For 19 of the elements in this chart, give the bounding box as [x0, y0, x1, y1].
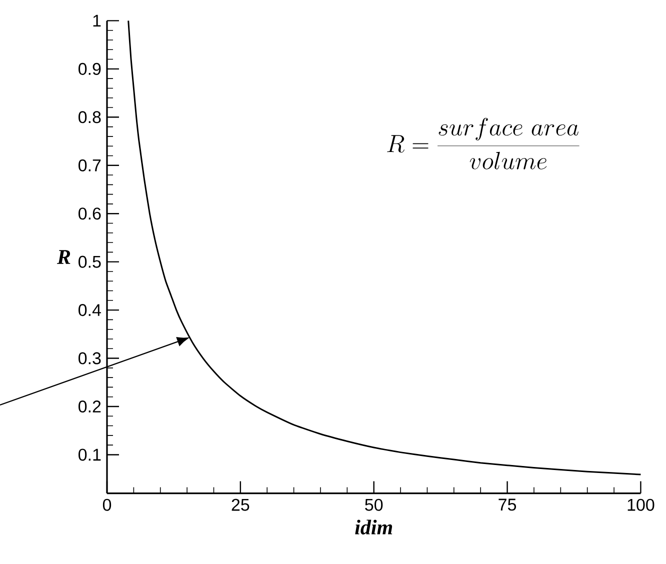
x-tick-label: 100	[628, 498, 654, 511]
annotation: $R=\frac{surface\ area}{volume}$	[387, 118, 580, 170]
line-series	[128, 20, 642, 476]
x-axis-title: idim	[355, 520, 392, 534]
x-tick-label: 75	[498, 498, 516, 511]
x-tick-label: 0	[102, 498, 112, 511]
y-tick-label: 0.1	[78, 448, 101, 461]
y-tick-label: 0.4	[78, 304, 101, 316]
y-axis-title: R	[56, 250, 70, 264]
x-tick-label: 50	[365, 498, 383, 511]
y-tick-label: 0.2	[78, 400, 101, 413]
y-tick-label: 0.5	[78, 256, 101, 268]
y-tick-label: 1	[93, 14, 101, 27]
y-tick-label: 0.9	[78, 62, 101, 75]
y-tick-label: 0.8	[78, 111, 101, 124]
y-tick-label: 0.7	[78, 159, 101, 172]
y-tick-label: 0.6	[78, 208, 101, 220]
x-tick-label: 25	[232, 498, 250, 511]
y-tick-label: 0.3	[78, 352, 101, 364]
